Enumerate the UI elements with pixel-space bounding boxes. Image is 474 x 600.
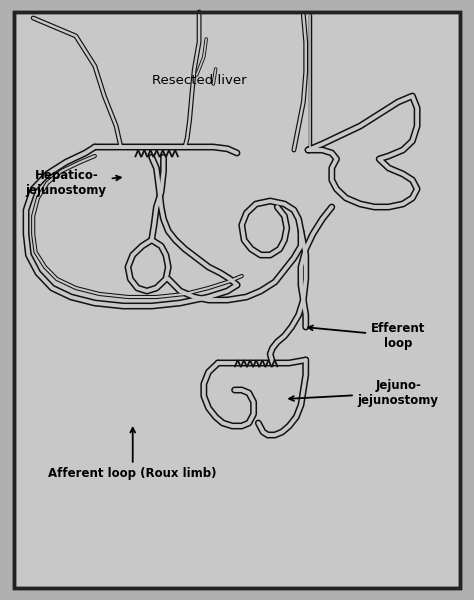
Text: Efferent
loop: Efferent loop [308, 322, 425, 350]
Text: Resected liver: Resected liver [152, 74, 246, 88]
Text: Hepatico-
jejunostomy: Hepatico- jejunostomy [26, 169, 121, 197]
Text: Afferent loop (Roux limb): Afferent loop (Roux limb) [48, 428, 217, 481]
Text: Jejuno-
jejunostomy: Jejuno- jejunostomy [289, 379, 438, 407]
